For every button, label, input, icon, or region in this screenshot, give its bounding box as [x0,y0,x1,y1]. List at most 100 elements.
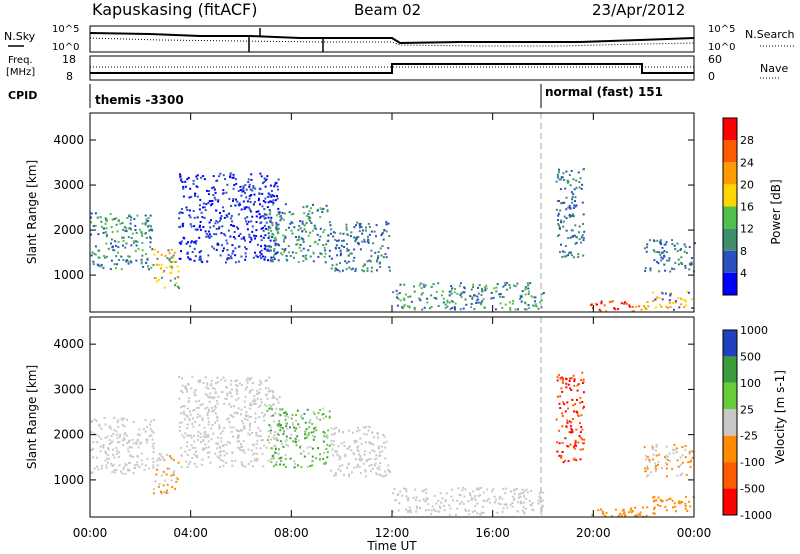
data-cell [377,432,380,435]
data-cell [470,497,473,500]
data-cell [192,409,195,412]
data-cell [189,216,192,219]
data-cell [354,439,357,442]
data-cell [178,421,181,424]
data-cell [468,513,471,516]
data-cell [242,187,245,190]
data-cell [246,381,249,384]
data-cell [591,513,594,516]
data-cell [488,501,491,504]
data-cell [90,212,93,215]
data-cell [368,233,371,236]
data-cell [232,250,235,253]
data-cell [311,423,314,425]
power-x-axis [89,113,695,312]
data-cell [506,506,509,509]
data-cell [578,225,581,228]
data-cell [448,301,451,304]
data-cell [334,472,337,475]
data-cell [144,464,147,467]
data-cell [350,471,353,474]
data-cell [254,412,257,415]
nave-tick-bottom: 0 [708,70,715,83]
data-cell [257,427,260,430]
data-cell [188,463,190,466]
data-cell [193,241,196,244]
data-cell [375,457,378,460]
data-cell [408,510,411,513]
data-cell [360,443,363,445]
data-cell [241,383,243,386]
data-cell [116,449,119,452]
data-cell [246,377,249,380]
data-cell [580,236,583,239]
data-cell [108,439,111,442]
data-cell [265,379,268,382]
data-cell [306,408,309,411]
data-cell [94,245,97,248]
data-cell [270,190,273,192]
data-cell [128,462,130,465]
data-cell [168,252,171,255]
data-cell [132,240,135,243]
data-cell [256,439,259,442]
data-cell [624,514,626,517]
data-cell [121,222,124,224]
data-cell [581,428,584,431]
data-cell [377,251,380,253]
data-cell [284,418,287,421]
data-cell [223,216,226,219]
data-cell [193,216,196,219]
nsearch-tick-bottom: 10^0 [708,42,735,53]
data-cell [92,447,95,450]
data-cell [334,269,337,272]
data-cell [141,242,144,244]
data-cell [196,416,199,419]
data-cell [565,208,568,211]
data-cell [198,226,201,229]
data-cell [259,172,262,175]
data-cell [572,193,575,196]
data-cell [260,227,263,230]
data-cell [207,387,210,390]
data-cell [309,219,311,222]
data-cell [208,408,210,411]
data-cell [91,251,94,254]
data-cell [343,246,346,248]
data-cell [316,243,319,246]
data-cell [127,447,130,450]
data-cell [92,456,95,459]
freq-line [90,63,694,74]
data-cell [361,269,364,272]
data-cell [645,514,648,517]
data-cell [658,251,661,254]
data-cell [499,293,502,295]
data-cell [686,290,689,293]
data-cell [242,464,244,467]
data-cell [640,308,643,311]
data-cell [368,441,371,444]
data-cell [170,248,173,251]
data-cell [235,428,238,431]
data-cell [242,200,245,203]
data-cell [264,387,267,390]
data-cell [665,241,668,244]
data-cell [244,414,247,417]
data-cell [348,266,351,269]
data-cell [320,253,323,256]
data-cell [226,418,229,421]
data-cell [105,227,108,230]
data-cell [337,455,340,458]
data-cell [148,229,151,232]
data-cell [156,459,159,462]
data-cell [573,204,576,207]
data-cell [573,447,576,450]
data-cell [232,224,235,227]
data-cell [249,402,252,405]
data-cell [125,463,128,466]
data-cell [655,499,658,502]
data-cell [686,510,689,512]
data-cell [254,420,257,423]
data-cell [667,306,669,309]
data-cell [90,471,93,474]
